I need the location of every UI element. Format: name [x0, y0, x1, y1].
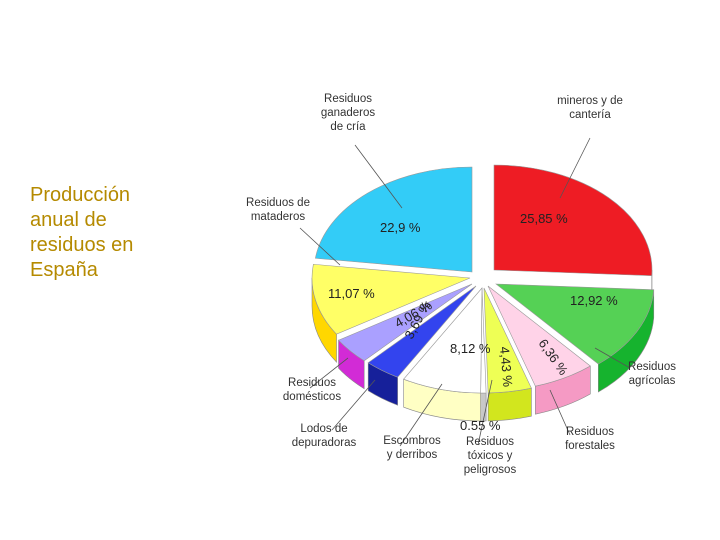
slice-value-label: 12,92 % [570, 293, 618, 308]
leader-lines [299, 137, 631, 447]
slice-value-label: 22,9 % [380, 220, 421, 235]
leader-line [299, 227, 341, 266]
pie-slice-side [487, 387, 532, 422]
leader-line [559, 137, 591, 199]
pie-slice-side [480, 392, 487, 422]
leader-line [309, 357, 349, 389]
leader-line [594, 347, 631, 369]
slice-value-label: 25,85 % [520, 211, 568, 226]
slide-title: Producción anual de residuos en España [30, 183, 200, 283]
pie-chart: 25,85 %12,92 %6,36 %4,43 %0.55 %8,12 %3,… [246, 90, 676, 476]
slice-category-label: Residuos de mataderos [246, 197, 310, 223]
leader-line [354, 144, 403, 209]
slice-value-label: 11,07 % [328, 286, 375, 301]
pie-slice [493, 164, 653, 277]
slice-category-label: Escombros y derribos [383, 435, 441, 461]
slice-category-label: Residuos ganaderos de cría [321, 93, 376, 133]
pie-slice [314, 166, 473, 273]
slice-category-label: Residuos agrícolas [628, 361, 676, 387]
pie-slice [403, 287, 483, 394]
slice-value-label: 0.55 % [460, 418, 501, 433]
pie-slice [483, 287, 532, 394]
pie-slice [311, 263, 471, 335]
slice-category-label: Residuos domésticos [283, 377, 341, 403]
title-line: residuos en [30, 234, 134, 256]
pie-slice [487, 285, 591, 387]
leader-line [399, 383, 443, 447]
leader-line [331, 379, 376, 431]
title-line: anual de [30, 209, 107, 231]
slice-value-label: 4,43 % [497, 346, 516, 388]
pie-tops [311, 164, 655, 394]
pie-slice [495, 283, 655, 365]
slice-category-label: Residuos forestales [565, 426, 615, 452]
slice-value-label: 8,12 % [450, 341, 491, 356]
pie-slice [338, 283, 473, 362]
slice-category-label: Residuos tóxicos y peligrosos [464, 436, 517, 476]
pie-slice [367, 285, 477, 378]
leader-line [549, 389, 571, 436]
slice-category-label: Lodos de depuradoras [292, 423, 357, 449]
title-line: Producción [30, 184, 131, 206]
leader-line [477, 379, 493, 446]
title-line: España [30, 259, 98, 281]
